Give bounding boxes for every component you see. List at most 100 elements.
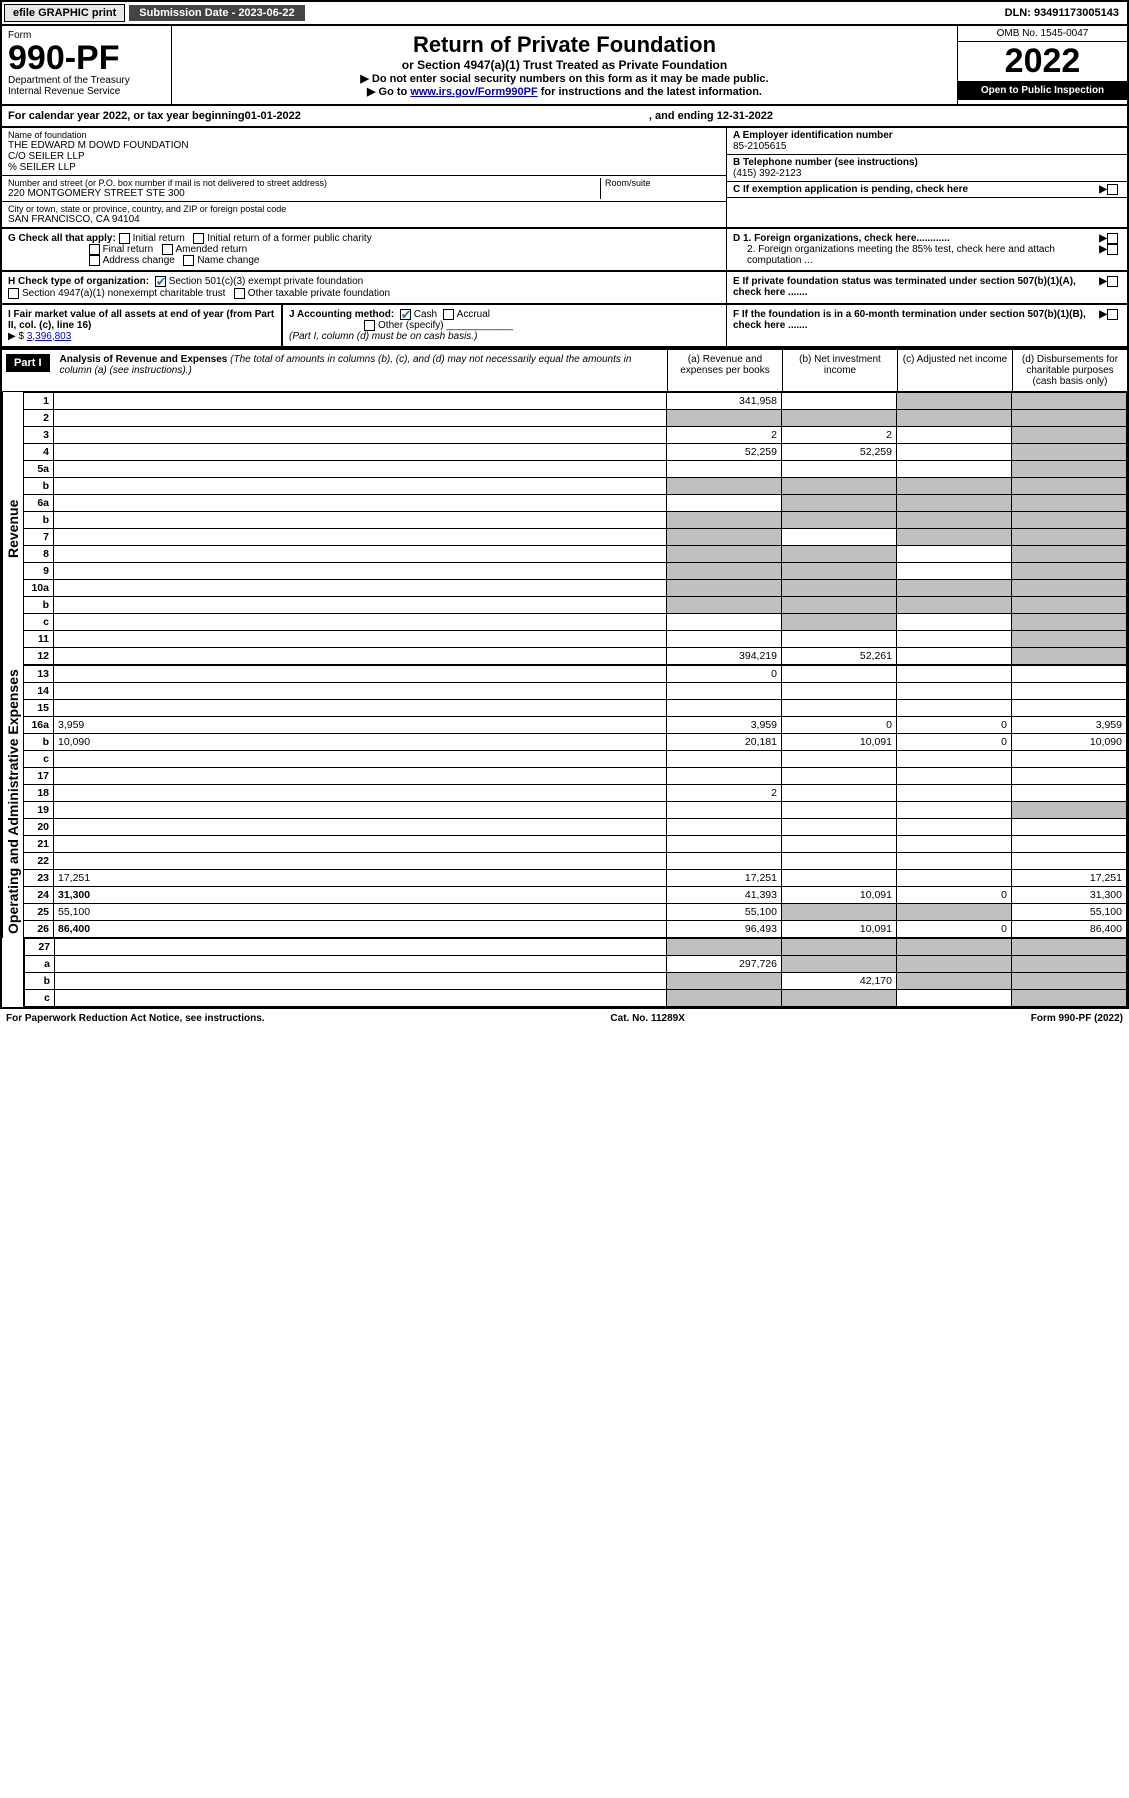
table-row: 5a [24, 460, 1127, 477]
d2-label: 2. Foreign organizations meeting the 85%… [733, 244, 1099, 266]
g-initial-return-checkbox[interactable] [119, 233, 130, 244]
j-accrual-checkbox[interactable] [443, 309, 454, 320]
cell-b [782, 528, 897, 545]
g-initial-former-checkbox[interactable] [193, 233, 204, 244]
form990pf-link[interactable]: www.irs.gov/Form990PF [410, 86, 537, 98]
row-desc [54, 409, 667, 426]
g-final-return-checkbox[interactable] [89, 244, 100, 255]
f-checkbox[interactable] [1107, 309, 1118, 320]
cell-c [897, 784, 1012, 801]
instr-ssn: ▶ Do not enter social security numbers o… [178, 72, 951, 85]
cell-a: 0 [667, 665, 782, 682]
bottom-table: 27a297,726b42,170c [24, 938, 1127, 1007]
cell-b: 10,091 [782, 733, 897, 750]
h-501c3-checkbox[interactable] [155, 276, 166, 287]
cell-a [667, 511, 782, 528]
row-desc [54, 630, 667, 647]
efile-print-button[interactable]: efile GRAPHIC print [4, 4, 125, 22]
col-b-header: (b) Net investment income [782, 350, 897, 391]
cell-b [782, 579, 897, 596]
table-row: 15 [24, 699, 1127, 716]
d1-checkbox[interactable] [1107, 233, 1118, 244]
bottom-section: 27a297,726b42,170c [2, 938, 1127, 1007]
cell-d [1012, 596, 1127, 613]
row-desc [54, 460, 667, 477]
foundation-name: THE EDWARD M DOWD FOUNDATION [8, 140, 720, 151]
table-row: 452,25952,259 [24, 443, 1127, 460]
cell-c [897, 938, 1012, 955]
row-number: 11 [24, 630, 54, 647]
cell-c [897, 613, 1012, 630]
city-state-zip: SAN FRANCISCO, CA 94104 [8, 214, 720, 225]
row-number: b [24, 596, 54, 613]
j-cash-checkbox[interactable] [400, 309, 411, 320]
d2-checkbox[interactable] [1107, 244, 1118, 255]
g-amended-checkbox[interactable] [162, 244, 173, 255]
h-opt3: Other taxable private foundation [248, 288, 390, 299]
cell-d [1012, 801, 1127, 818]
cell-a [667, 767, 782, 784]
cell-c [897, 596, 1012, 613]
exemption-checkbox[interactable] [1107, 184, 1118, 195]
table-row: 12394,21952,261 [24, 647, 1127, 664]
cell-b: 10,091 [782, 886, 897, 903]
cell-d [1012, 409, 1127, 426]
table-row: 322 [24, 426, 1127, 443]
table-row: 20 [24, 818, 1127, 835]
exemption-pending-label: C If exemption application is pending, c… [733, 184, 1099, 195]
cell-a: 2 [667, 784, 782, 801]
part1-header-row: Part I Analysis of Revenue and Expenses … [2, 348, 1127, 392]
cell-c [897, 460, 1012, 477]
row-number: 10a [24, 579, 54, 596]
g-address-change-checkbox[interactable] [89, 255, 100, 266]
table-row: 2555,10055,10055,100 [24, 903, 1127, 920]
table-row: 130 [24, 665, 1127, 682]
cell-d [1012, 630, 1127, 647]
cell-d: 10,090 [1012, 733, 1127, 750]
row-desc [54, 784, 667, 801]
cell-d [1012, 767, 1127, 784]
form-title: Return of Private Foundation [178, 32, 951, 58]
row-number: 17 [24, 767, 54, 784]
row-number: 20 [24, 818, 54, 835]
g-name-change-checkbox[interactable] [183, 255, 194, 266]
cell-d: 55,100 [1012, 903, 1127, 920]
cell-c [897, 869, 1012, 886]
cell-a: 96,493 [667, 920, 782, 937]
cell-a [667, 818, 782, 835]
f-label: F If the foundation is in a 60-month ter… [733, 309, 1099, 342]
room-label: Room/suite [605, 178, 720, 188]
e-checkbox[interactable] [1107, 276, 1118, 287]
row-number: b [24, 477, 54, 494]
g-opt-final: Final return [103, 244, 154, 255]
cell-a [667, 852, 782, 869]
j-other-checkbox[interactable] [364, 320, 375, 331]
cell-a [667, 562, 782, 579]
fmv-link[interactable]: 3,396,803 [27, 331, 72, 342]
instr-link-line: ▶ Go to www.irs.gov/Form990PF for instru… [178, 85, 951, 98]
row-number: c [24, 750, 54, 767]
cell-d [1012, 699, 1127, 716]
cell-b [782, 835, 897, 852]
cell-d [1012, 528, 1127, 545]
cell-c: 0 [897, 920, 1012, 937]
cell-a [667, 596, 782, 613]
cell-a [667, 545, 782, 562]
cell-a: 341,958 [667, 392, 782, 409]
row-number: 23 [24, 869, 54, 886]
cell-c [897, 528, 1012, 545]
cell-a [667, 477, 782, 494]
cell-c [897, 989, 1012, 1006]
cat-no: Cat. No. 11289X [265, 1013, 1031, 1024]
h-other-checkbox[interactable] [234, 288, 245, 299]
cal-end: 12-31-2022 [717, 110, 773, 122]
cell-a [667, 835, 782, 852]
cell-b [782, 767, 897, 784]
calendar-year-row: For calendar year 2022, or tax year begi… [2, 106, 1127, 128]
j-note: (Part I, column (d) must be on cash basi… [289, 331, 477, 342]
h-4947-checkbox[interactable] [8, 288, 19, 299]
row-desc: 55,100 [54, 903, 667, 920]
row-desc [55, 955, 667, 972]
tax-year: 2022 [958, 42, 1127, 81]
cell-b [782, 852, 897, 869]
